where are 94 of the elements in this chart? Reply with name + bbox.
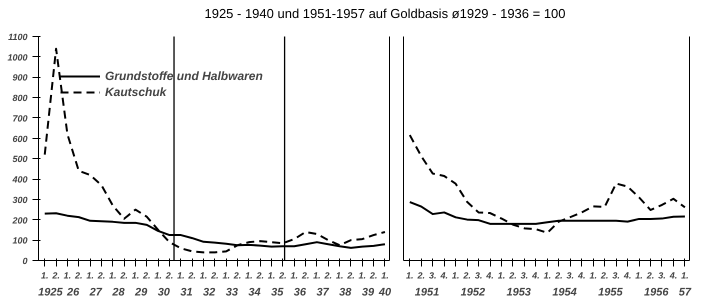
y-tick-label: 500	[12, 154, 28, 164]
text: 30	[158, 286, 171, 296]
y-tick-label: 300	[12, 194, 28, 205]
x-tick-label: 2.	[74, 270, 83, 280]
text: 1955	[598, 286, 624, 296]
x-tick-label: 1.	[589, 270, 597, 280]
text: 37	[316, 286, 330, 296]
x-tick-label: 2.	[600, 270, 608, 280]
x-tick-label: 4.	[439, 270, 448, 280]
x-tick-label: 2.	[210, 270, 219, 280]
x-tick-label: 2.	[187, 270, 196, 280]
x-tick-label: 2.	[368, 270, 378, 280]
x-tick-label: 1.	[40, 270, 48, 280]
x-tick-label: 2.	[324, 270, 332, 280]
y-tick-label: 200	[11, 215, 28, 226]
text: 35	[271, 286, 284, 296]
x-tick-label: 4.	[485, 270, 494, 280]
text: 28	[111, 286, 126, 296]
x-tick-label: 1.	[336, 270, 344, 280]
x-tick-label: 2.	[51, 270, 60, 280]
y-tick-label: 1100	[8, 32, 28, 42]
x-tick-label: 3.	[474, 270, 482, 280]
text: 1954	[552, 286, 577, 296]
y-tick-label: 1000	[7, 52, 28, 62]
y-tick-label: 100	[12, 236, 28, 246]
x-tick-label: 2.	[508, 270, 517, 280]
text: 31	[180, 286, 193, 296]
y-tick-label: 900	[12, 72, 28, 83]
legend-label: Grundstoffe und Halbwaren	[105, 68, 263, 84]
x-tick-label: 1.	[200, 270, 208, 280]
x-tick-label: 1.	[635, 270, 643, 280]
x-tick-label: 1.	[177, 270, 185, 280]
text: 33	[226, 286, 238, 296]
legend-label: Kautschuk	[105, 84, 166, 100]
x-tick-label: 2.	[346, 270, 355, 280]
text: 26	[66, 286, 80, 296]
y-tick-label: 600	[12, 134, 28, 144]
y-tick-label: 0	[22, 256, 28, 266]
x-tick-label: 2.	[300, 270, 310, 280]
x-tick-label: 1.	[222, 270, 230, 280]
x-tick-label: 1.	[154, 270, 162, 280]
x-tick-label: 1.	[544, 270, 552, 280]
x-tick-label: 4.	[622, 270, 632, 280]
text: 38	[339, 286, 352, 296]
y-tick-label: 800	[12, 93, 28, 104]
x-tick-label: 1.	[132, 270, 140, 280]
x-tick-label: 2.	[96, 270, 106, 280]
x-tick-label: 1.	[290, 270, 298, 280]
x-tick-label: 2.	[462, 270, 471, 280]
x-tick-label: 1.	[64, 270, 72, 280]
x-tick-label: 3.	[612, 270, 620, 280]
x-tick-label: 3.	[428, 270, 436, 280]
text: 1956	[644, 286, 670, 296]
text: 40	[378, 286, 392, 296]
x-tick-label: 4.	[531, 270, 540, 280]
text: 1925	[38, 286, 64, 296]
x-tick-label: 2.	[119, 270, 128, 280]
text: 1951	[414, 286, 440, 296]
x-tick-label: 1.	[681, 270, 689, 280]
x-tick-label: 1.	[381, 270, 389, 280]
x-tick-label: 2.	[416, 270, 426, 280]
x-tick-label: 4.	[668, 270, 678, 280]
x-tick-label: 1.	[406, 270, 414, 280]
x-tick-label: 3.	[658, 270, 666, 280]
x-tick-label: 4.	[576, 270, 586, 280]
x-tick-label: 2.	[554, 270, 563, 280]
x-tick-label: 3.	[520, 270, 528, 280]
x-tick-label: 1.	[358, 270, 366, 280]
x-tick-label: 2.	[164, 270, 174, 280]
text: 32	[203, 286, 216, 296]
text: 1952	[460, 286, 486, 296]
text: 39	[362, 286, 375, 296]
x-tick-label: 1.	[109, 270, 117, 280]
x-tick-label: 1.	[268, 270, 276, 280]
x-tick-label: 1.	[245, 270, 253, 280]
x-tick-label: 1.	[313, 270, 321, 280]
x-tick-label: 1.	[498, 270, 506, 280]
text: 1953	[506, 286, 531, 296]
x-tick-label: 2.	[646, 270, 654, 280]
text: 34	[248, 286, 261, 296]
x-tick-label: 2.	[255, 270, 264, 280]
text: 29	[134, 286, 148, 296]
x-tick-label: 2.	[142, 270, 151, 280]
text: 36	[294, 286, 307, 296]
x-tick-label: 2.	[278, 270, 287, 280]
x-tick-label: 2.	[232, 270, 242, 280]
y-tick-label: 400	[11, 174, 28, 185]
text: 27	[88, 286, 103, 296]
x-tick-label: 3.	[566, 270, 574, 280]
chart-title: 1925 - 1940 und 1951-1957 auf Goldbasis ø1929 - 1936 = 100	[204, 5, 566, 23]
text: 57	[678, 286, 692, 296]
x-tick-label: 1.	[452, 270, 460, 280]
x-tick-label: 1.	[86, 270, 94, 280]
y-tick-label: 700	[12, 113, 28, 124]
